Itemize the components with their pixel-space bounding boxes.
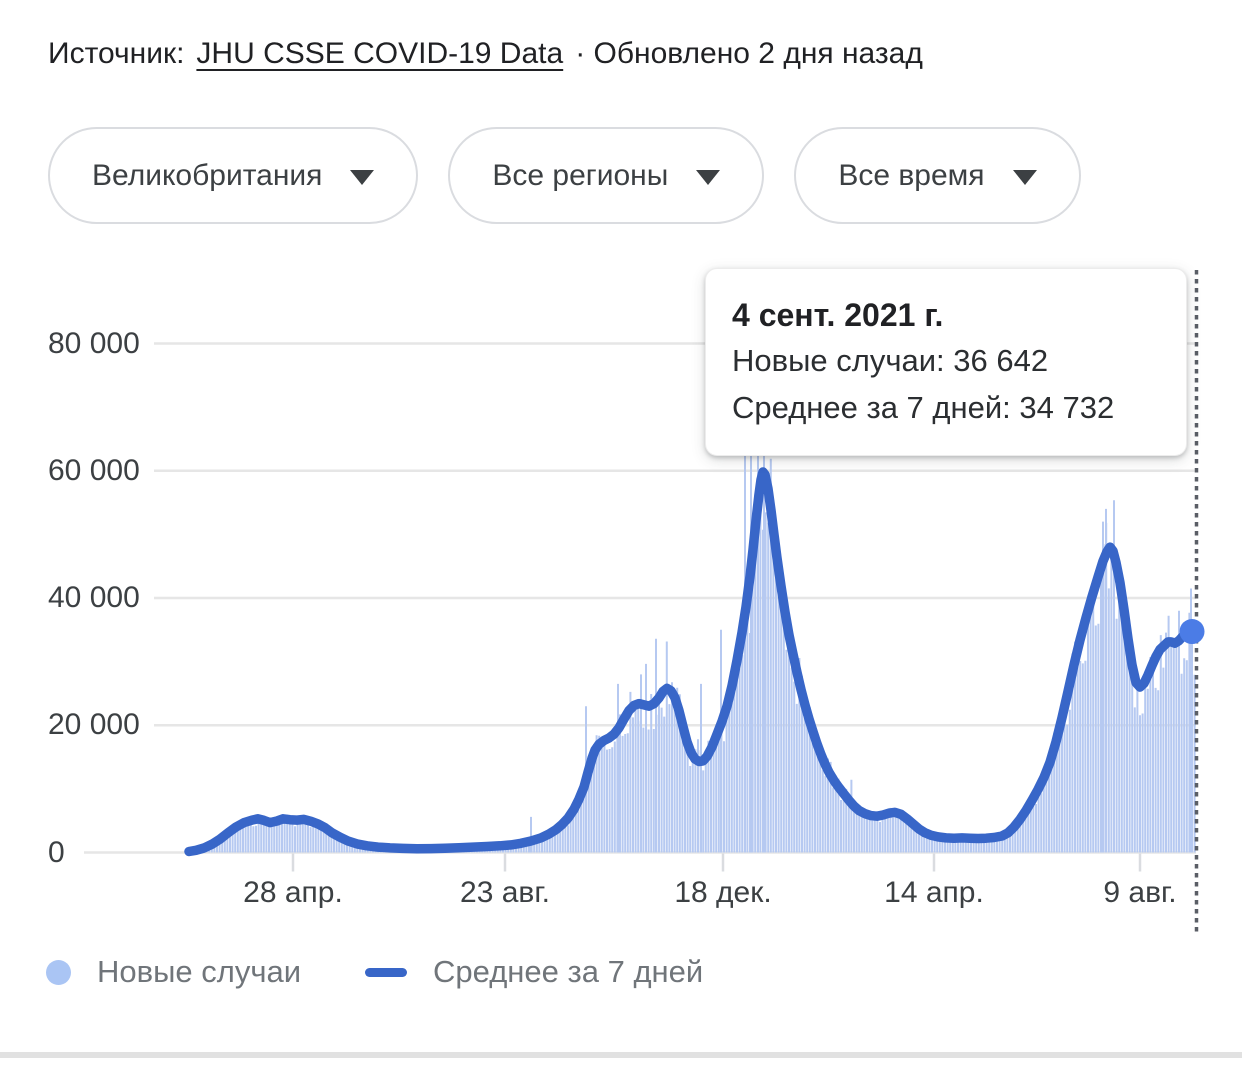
legend-label-new-cases: Новые случаи <box>97 954 302 989</box>
y-axis-label: 20 000 <box>48 706 154 745</box>
x-axis-label: 28 апр. <box>243 876 343 909</box>
legend-label-average: Среднее за 7 дней <box>433 954 704 989</box>
x-axis-label: 23 авг. <box>460 876 550 909</box>
region-dropdown-label: Все регионы <box>492 158 669 192</box>
source-line: Источник: JHU CSSE COVID-19 Data · Обновле… <box>48 34 923 74</box>
country-dropdown[interactable]: Великобритания <box>48 127 419 224</box>
new-cases-dot-icon <box>46 959 71 985</box>
bottom-divider <box>0 1052 1242 1058</box>
average-line <box>184 467 1197 857</box>
daily-cases-area <box>190 419 1196 853</box>
legend-item-new-cases: Новые случаи <box>46 954 301 990</box>
chevron-down-icon <box>1012 169 1037 185</box>
x-axis-label: 18 дек. <box>674 876 772 909</box>
legend-item-average: Среднее за 7 дней <box>365 954 703 990</box>
x-axis-label: 14 апр. <box>884 876 984 909</box>
filter-bar: Великобритания Все регионы Все время <box>48 127 1081 224</box>
updated-text: · Обновлено 2 дня назад <box>575 37 923 70</box>
chart-tooltip: 4 сент. 2021 г. Новые случаи: 36 642 Сре… <box>705 268 1187 456</box>
y-axis-label: 60 000 <box>48 451 154 490</box>
y-axis-label: 40 000 <box>48 579 154 617</box>
chart-legend: Новые случаи Среднее за 7 дней <box>46 954 703 990</box>
country-dropdown-label: Великобритания <box>92 158 323 192</box>
x-axis-label: 9 авг. <box>1103 876 1177 909</box>
source-link[interactable]: JHU CSSE COVID-19 Data <box>196 37 564 70</box>
region-dropdown[interactable]: Все регионы <box>448 127 765 224</box>
tooltip-date: 4 сент. 2021 г. <box>732 297 944 333</box>
chevron-down-icon <box>350 169 375 185</box>
y-axis-label: 0 <box>48 833 79 872</box>
time-range-dropdown-label: Все время <box>838 158 985 192</box>
tooltip-new-cases: Новые случаи: 36 642 <box>732 343 1049 378</box>
tooltip-7day-average: Среднее за 7 дней: 34 732 <box>732 390 1115 425</box>
time-range-dropdown[interactable]: Все время <box>794 127 1081 224</box>
average-line-icon <box>365 967 408 977</box>
cursor-dot <box>1179 619 1205 645</box>
y-axis-label: 80 000 <box>48 324 154 363</box>
chevron-down-icon <box>696 169 721 185</box>
source-prefix: Источник: <box>48 37 185 70</box>
